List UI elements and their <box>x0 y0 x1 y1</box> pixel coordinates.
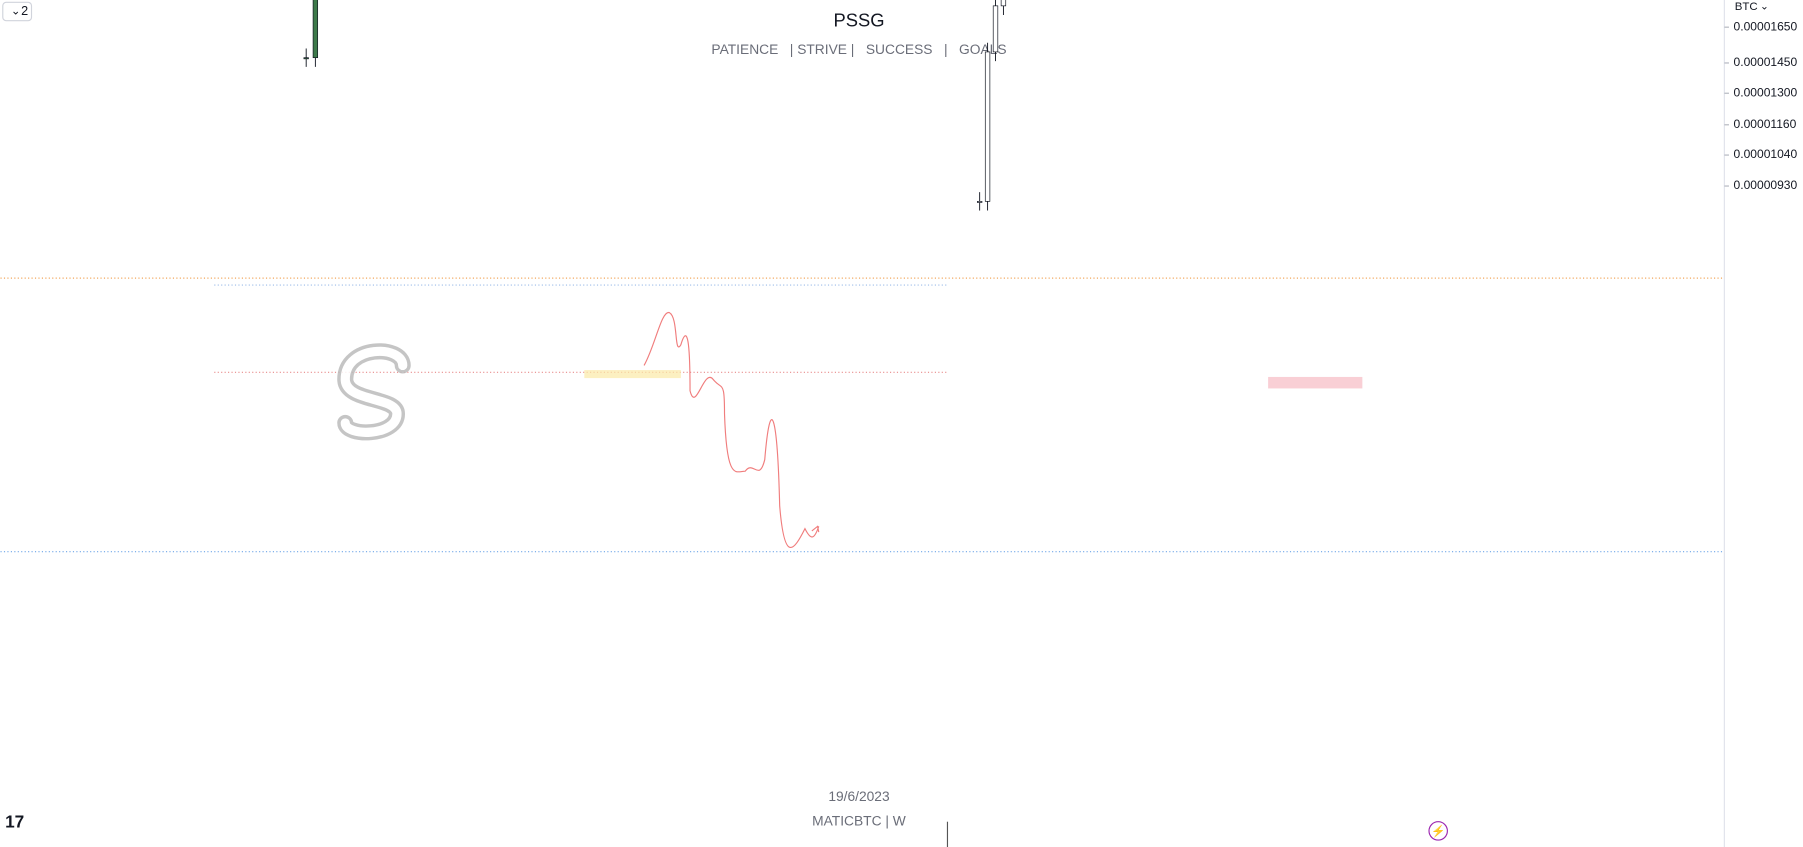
chart-layer: 0.000160000.000140000.000125000.00011000… <box>303 0 1798 211</box>
currency-selector[interactable]: BTC <box>1735 1 1758 13</box>
highlight-box <box>1268 376 1363 389</box>
y-tick-label: 0.00001650 <box>1734 19 1798 33</box>
candle-body <box>977 200 983 203</box>
candle-body <box>312 0 319 59</box>
y-tick-label: 0.00001040 <box>1734 147 1798 161</box>
projection-arrow <box>811 525 820 533</box>
y-tick-label: 0.00000930 <box>1734 178 1798 192</box>
candle-body <box>984 51 991 202</box>
y-tick-label: 0.00001850 <box>1734 0 1798 2</box>
chevron: ⌄ <box>1760 2 1769 13</box>
lightning-icon[interactable] <box>1428 821 1448 841</box>
watermark-logo <box>337 343 411 441</box>
chart-subtitle: PATIENCE | STRIVE | SUCCESS | GOALS <box>711 42 1006 57</box>
candle-body <box>1000 0 1007 7</box>
candle-body <box>303 57 309 60</box>
lightning-glyph: ⚡ <box>1431 824 1445 838</box>
candle-body <box>992 5 999 53</box>
badge-text: 2 <box>21 4 28 18</box>
chart-title: PSSG <box>833 10 884 31</box>
projection-path <box>643 312 820 548</box>
date-label: 19/6/2023 <box>828 789 890 804</box>
y-tick-label: 0.00001160 <box>1734 117 1797 131</box>
symbol-label: MATICBTC | W <box>812 813 906 828</box>
chevron: ⌄ <box>11 6 21 18</box>
tv-logo: 17 <box>5 811 24 831</box>
layout-badge[interactable] <box>2 1 33 22</box>
highlight-box <box>584 370 681 379</box>
y-tick-label: 0.00001450 <box>1734 55 1798 69</box>
y-tick-label: 0.00001300 <box>1734 85 1798 99</box>
